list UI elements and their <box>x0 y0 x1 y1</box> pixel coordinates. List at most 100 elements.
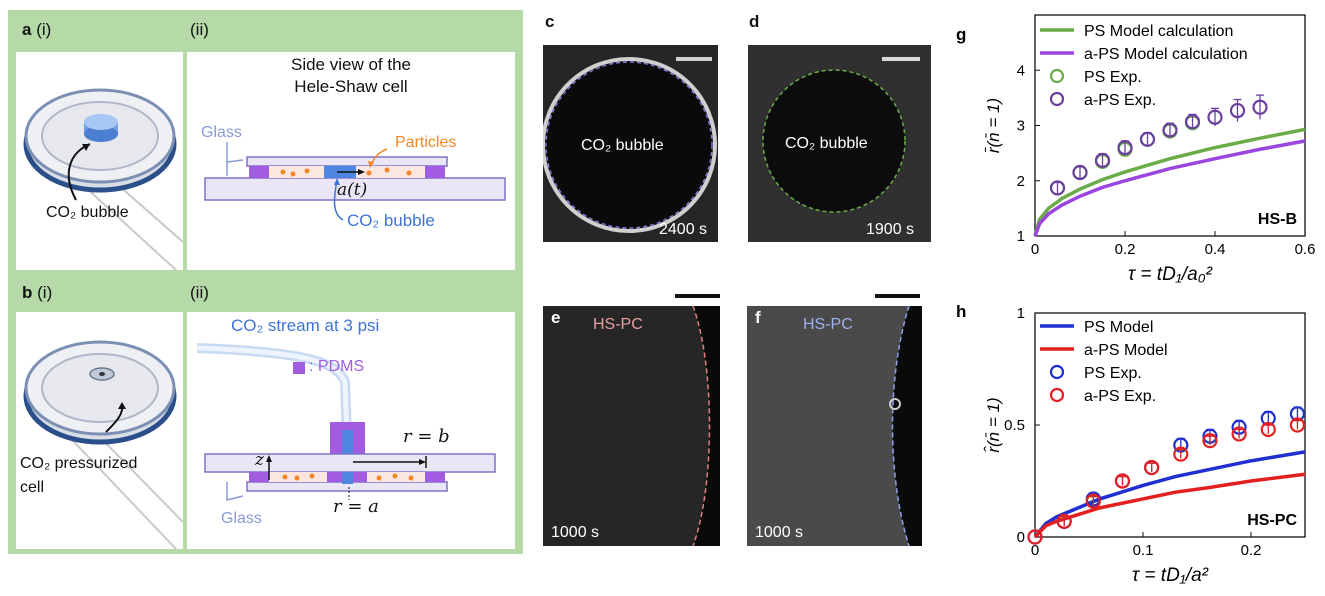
data-point <box>1231 426 1247 442</box>
y-axis-label: r̄(n̄ = 1) <box>984 98 1003 153</box>
x-axis-label: τ = tD₁/a₀² <box>1128 264 1213 285</box>
x-tick-label: 0 <box>1031 241 1039 258</box>
micrograph-f-tag: HS-PC <box>803 316 853 333</box>
y-tick-label: 4 <box>1017 62 1025 79</box>
pressurized-side-view-drawing <box>196 343 496 501</box>
pressurized-cell-drawing <box>23 340 184 550</box>
data-point <box>1117 140 1133 156</box>
data-point <box>1207 109 1223 125</box>
co2-bubble-label-right: CO₂ bubble <box>347 211 435 230</box>
scale-bar-e <box>675 294 720 298</box>
panel-e-label: e <box>551 308 561 327</box>
z-label: z <box>255 450 264 470</box>
series-line <box>1033 472 1306 539</box>
data-point <box>1094 152 1111 168</box>
panel-b-i-cell: CO₂ pressurized cell <box>16 312 184 550</box>
micrograph-e-tag: HS-PC <box>593 316 643 333</box>
data-point <box>1144 459 1160 476</box>
x-tick-label: 0.4 <box>1205 241 1226 258</box>
x-tick-label: 0.6 <box>1295 241 1316 258</box>
micrograph-c-bubble-text: CO₂ bubble <box>581 137 664 154</box>
series-line <box>1033 450 1306 539</box>
legend-swatch <box>1049 387 1065 403</box>
side-view-title: Side view of the Hele-Shaw cell <box>290 55 411 96</box>
co2-stream-label: CO₂ stream at 3 psi <box>231 316 380 335</box>
chart-h-svg: h 0 0.1 0.2 0 0.5 1 τ = tD₁/a² r̂(n̄ = 1) HS-PC PS… <box>956 302 1306 586</box>
legend-entry: a-PS Exp. <box>1084 92 1156 109</box>
data-point <box>1056 513 1072 529</box>
data-point <box>1139 131 1156 147</box>
chart-g: g 0 0.2 0.4 0.6 1 2 3 4 τ = tD₁/a₀² r̄(n̄ = 1) HS-B… <box>940 0 1325 300</box>
data-point <box>1229 102 1246 119</box>
pdms-label: : PDMS <box>309 358 365 375</box>
data-point <box>1114 473 1131 489</box>
r-a-label: r = a <box>333 496 379 517</box>
side-view-drawing <box>204 142 506 221</box>
panel-b-ii-cell: CO₂ stream at 3 psi : PDMS r = b z r = a… <box>187 312 515 549</box>
data-point <box>1072 164 1088 181</box>
panel-c-label: c <box>545 12 555 31</box>
panel-a-label: a (i) <box>22 20 52 39</box>
data-point <box>1202 433 1218 449</box>
legend-swatch <box>1049 91 1065 107</box>
legend-entry: a-PS Model calculation <box>1084 46 1248 63</box>
data-point <box>1289 417 1306 433</box>
micrograph-e: e HS-PC 1000 s <box>543 306 720 546</box>
micrograph-f: f HS-PC 1000 s <box>747 306 922 546</box>
x-tick-label: 0.2 <box>1115 241 1136 258</box>
panel-a-ii-cell: Side view of the Hele-Shaw cell Glass Pa… <box>187 52 515 270</box>
micrograph-d-time: 1900 s <box>866 221 915 238</box>
x-tick-label: 0.2 <box>1241 542 1262 559</box>
micrograph-c: CO₂ bubble 2400 s <box>543 45 718 242</box>
glass-label-a: Glass <box>201 124 242 141</box>
micrograph-e-time: 1000 s <box>551 524 600 541</box>
chart-annotation: HS-B <box>1258 211 1297 228</box>
y-tick-label: 0 <box>1017 529 1025 546</box>
data-point <box>1027 529 1043 545</box>
y-tick-label: 1 <box>1017 305 1025 322</box>
panel-d-label: d <box>749 12 760 31</box>
panel-a-i-cell: CO₂ bubble <box>16 52 184 271</box>
glass-label-b: Glass <box>221 510 262 527</box>
x-tick-label: 0.1 <box>1133 542 1154 559</box>
legend-swatch <box>1049 68 1065 84</box>
legend-entry: PS Model calculation <box>1084 23 1233 40</box>
x-axis-label: τ = tD₁/a² <box>1132 565 1209 586</box>
chart-annotation: HS-PC <box>1247 512 1297 529</box>
scale-bar-f <box>875 294 920 298</box>
a-t-label: a(t) <box>337 180 368 200</box>
legend-swatch <box>1049 364 1065 380</box>
data-point <box>1085 493 1101 509</box>
panel-a-ii-label: (ii) <box>190 20 209 39</box>
legend-entry: PS Exp. <box>1084 69 1142 86</box>
data-point <box>1162 122 1178 138</box>
panel-label: g <box>956 25 966 44</box>
y-tick-label: 0.5 <box>1004 417 1025 434</box>
panel-b-label: b (i) <box>22 283 53 302</box>
y-tick-label: 2 <box>1017 173 1025 190</box>
panel-b-ii-label: (ii) <box>190 283 209 302</box>
legend-entry: PS Model <box>1084 319 1153 336</box>
micrograph-d-bubble-text: CO₂ bubble <box>785 135 868 152</box>
particles-label: Particles <box>395 134 457 151</box>
chart-g-svg: g 0 0.2 0.4 0.6 1 2 3 4 τ = tD₁/a₀² r̄(n̄ = 1) HS-B… <box>956 14 1316 285</box>
series-line <box>1033 139 1306 237</box>
series-line <box>1033 127 1306 237</box>
micrograph-f-time: 1000 s <box>755 524 804 541</box>
y-axis-label: r̂(n̄ = 1) <box>983 397 1003 452</box>
y-tick-label: 1 <box>1017 228 1025 245</box>
data-point <box>1260 421 1276 438</box>
micrograph-c-time: 2400 s <box>659 221 708 238</box>
data-point <box>1184 114 1201 130</box>
hele-shaw-cell-drawing <box>23 88 184 271</box>
data-point <box>1173 446 1189 462</box>
legend-entry: a-PS Model <box>1084 342 1168 359</box>
y-tick-label: 3 <box>1017 118 1025 135</box>
co2-bubble-label-left: CO₂ bubble <box>46 204 129 221</box>
data-point <box>1049 180 1066 196</box>
x-tick-label: 0 <box>1031 542 1039 559</box>
chart-h: h 0 0.1 0.2 0 0.5 1 τ = tD₁/a² r̂(n̄ = 1) HS-PC PS… <box>940 295 1325 591</box>
legend-entry: PS Exp. <box>1084 365 1142 382</box>
co2-pressurized-label: CO₂ pressurized cell <box>20 455 138 496</box>
panel-label: h <box>956 302 966 321</box>
